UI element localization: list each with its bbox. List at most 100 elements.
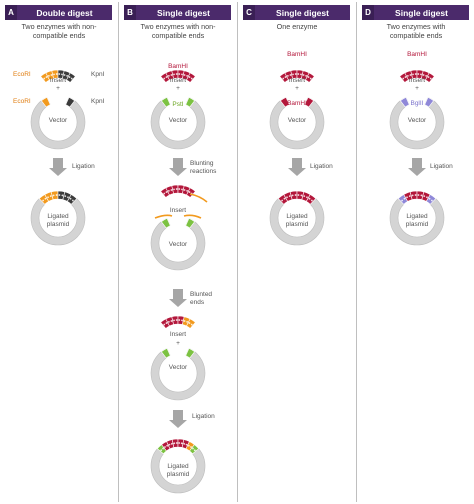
panel-d-plasmid-base xyxy=(408,195,411,198)
panel-b-blunting-label-2: reactions xyxy=(190,168,217,175)
panel-b-arrow-1 xyxy=(173,158,183,168)
panel-b-insert-label-2: Insert xyxy=(170,207,186,214)
panel-d-arrow xyxy=(412,158,422,168)
panel-d-plasmid-base xyxy=(417,194,420,196)
panel-c-plasmid-base xyxy=(300,194,303,197)
panel-c-insert-base xyxy=(294,73,297,75)
panel-b-insert-base xyxy=(175,73,178,75)
panel-d-plasmid-label: plasmid xyxy=(406,221,429,228)
panel-b-plasmid-base xyxy=(183,442,186,445)
panel-d-plasmid-base xyxy=(401,199,404,202)
panel-a-insert-base xyxy=(53,73,55,76)
panel-d-plasmid-base xyxy=(426,196,428,199)
panel-b-fill-strand-2 xyxy=(154,214,173,219)
panel-b-insert-2-base xyxy=(181,188,183,191)
panel-d-ligated-label: Ligated xyxy=(406,213,428,220)
panel-b-insert-3-base xyxy=(181,319,183,322)
panel-c-plasmid-base xyxy=(288,195,291,198)
panel-c-plasmid-base xyxy=(283,197,286,200)
panel-b-plasmid-base xyxy=(166,444,169,447)
panel-a-insert-base xyxy=(45,76,48,78)
panel-b-insert-2-base xyxy=(165,191,168,193)
panel-b-insert-3-base xyxy=(175,319,178,321)
panel-b-vector-3-left-end xyxy=(160,347,171,359)
panel-c-plasmid-ring xyxy=(269,198,325,246)
divider-bc xyxy=(237,2,238,502)
panel-d-header: D Single digest xyxy=(362,5,469,20)
panel-b-insert-base xyxy=(173,73,175,76)
panel-b-insert-2-base xyxy=(178,188,181,190)
panel-a-insert-base xyxy=(58,73,61,75)
panel-d-insert-base xyxy=(409,74,412,76)
panel-c-plasmid-base xyxy=(308,197,311,200)
panel-c-bamhi-label-1: BamHI xyxy=(287,51,307,58)
panel-b-insert-2-base xyxy=(175,188,178,190)
panel-b-insert-2-base xyxy=(173,188,175,191)
panel-b-insert-3-base xyxy=(163,323,166,326)
panel-b-insert-base xyxy=(163,77,166,80)
panel-b-plasmid-base xyxy=(168,443,171,446)
divider-cd xyxy=(356,2,357,502)
panel-c-plasmid-base xyxy=(297,194,300,196)
panel-d-plasmid-seg xyxy=(425,194,437,205)
panel-c-insert-base xyxy=(302,74,305,76)
panel-d-insert-base xyxy=(417,73,420,75)
panel-a-plasmid-base xyxy=(44,197,47,200)
panel-b-vector-2-left-end xyxy=(160,217,171,229)
panel-b-insert-3-base xyxy=(186,320,189,323)
panel-d-letter: D xyxy=(362,5,374,20)
panel-b-blunted-label-2: ends xyxy=(190,299,205,306)
panel-c-plasmid-base xyxy=(310,199,313,202)
panel-c-bamhi-label-2: BamHI xyxy=(287,100,307,107)
panel-b-vector-3-right-end xyxy=(185,347,196,359)
panel-b-blunted-label-1: Blunted xyxy=(190,291,212,298)
panel-c-plus: + xyxy=(295,85,299,92)
panel-b-insert-seg xyxy=(186,72,196,83)
panel-a-plasmid-base xyxy=(58,194,61,196)
panel-b-vector-2-right-end xyxy=(185,217,196,229)
panel-d-insert-base xyxy=(404,76,407,78)
panel-a-plasmid-base xyxy=(61,194,64,197)
panel-b-insert-2-base xyxy=(188,191,191,193)
panel-b-header: B Single digest xyxy=(124,5,231,20)
panel-b-insert-base xyxy=(186,74,189,77)
panel-d-insert-base xyxy=(420,73,422,76)
panel-a-ecori-label-1: EcoRI xyxy=(13,71,31,78)
panel-a-plasmid-base xyxy=(42,199,45,202)
panel-c-vector-right-end xyxy=(304,96,315,108)
panel-c-insert-base xyxy=(284,76,287,78)
panel-b-insert-2-base xyxy=(183,189,186,191)
panel-c-arrow xyxy=(292,158,302,168)
panel-b-plasmid-base xyxy=(187,444,190,447)
panel-b-subtitle: Two enzymes with non-compatible ends xyxy=(140,22,216,40)
panel-d-insert-base xyxy=(422,74,425,76)
panel-b-plus-2: + xyxy=(176,340,180,347)
panel-a-insert-base xyxy=(47,74,50,77)
panel-b-plasmid-base xyxy=(173,442,176,445)
panel-b-insert-2-base xyxy=(163,192,166,195)
panel-b-plasmid-base xyxy=(185,443,188,446)
panel-a-title: Double digest xyxy=(36,7,93,18)
panel-a-arrow-head xyxy=(49,168,67,176)
panel-a-plasmid-base xyxy=(47,196,49,199)
panel-b-psti-label: PstI xyxy=(172,101,183,108)
panel-b-fill-strand-3 xyxy=(183,214,202,219)
panel-a-insert-base xyxy=(50,74,53,76)
panel-b-insert-2-base xyxy=(170,189,173,191)
panel-a-insert-label: Insert xyxy=(50,77,66,84)
panel-d-insert-base xyxy=(402,77,405,80)
panel-a-kpni-label-2: KpnI xyxy=(91,98,105,105)
panel-a-insert-base xyxy=(43,77,46,80)
panel-d-insert-base xyxy=(425,74,428,77)
panel-a-vector-label: Vector xyxy=(49,117,68,124)
panel-b-arrow-1-head xyxy=(169,168,187,176)
panel-a-insert-base xyxy=(68,76,71,78)
panel-b-insert-base xyxy=(178,73,181,75)
panel-d-insert-base xyxy=(427,76,430,78)
divider-ab xyxy=(118,2,119,502)
panel-c-subtitle: One enzyme xyxy=(276,22,318,31)
panel-b-plasmid-base xyxy=(193,449,196,452)
panel-a-plasmid-base xyxy=(67,196,69,199)
panel-b-plasmid-base xyxy=(190,446,192,448)
